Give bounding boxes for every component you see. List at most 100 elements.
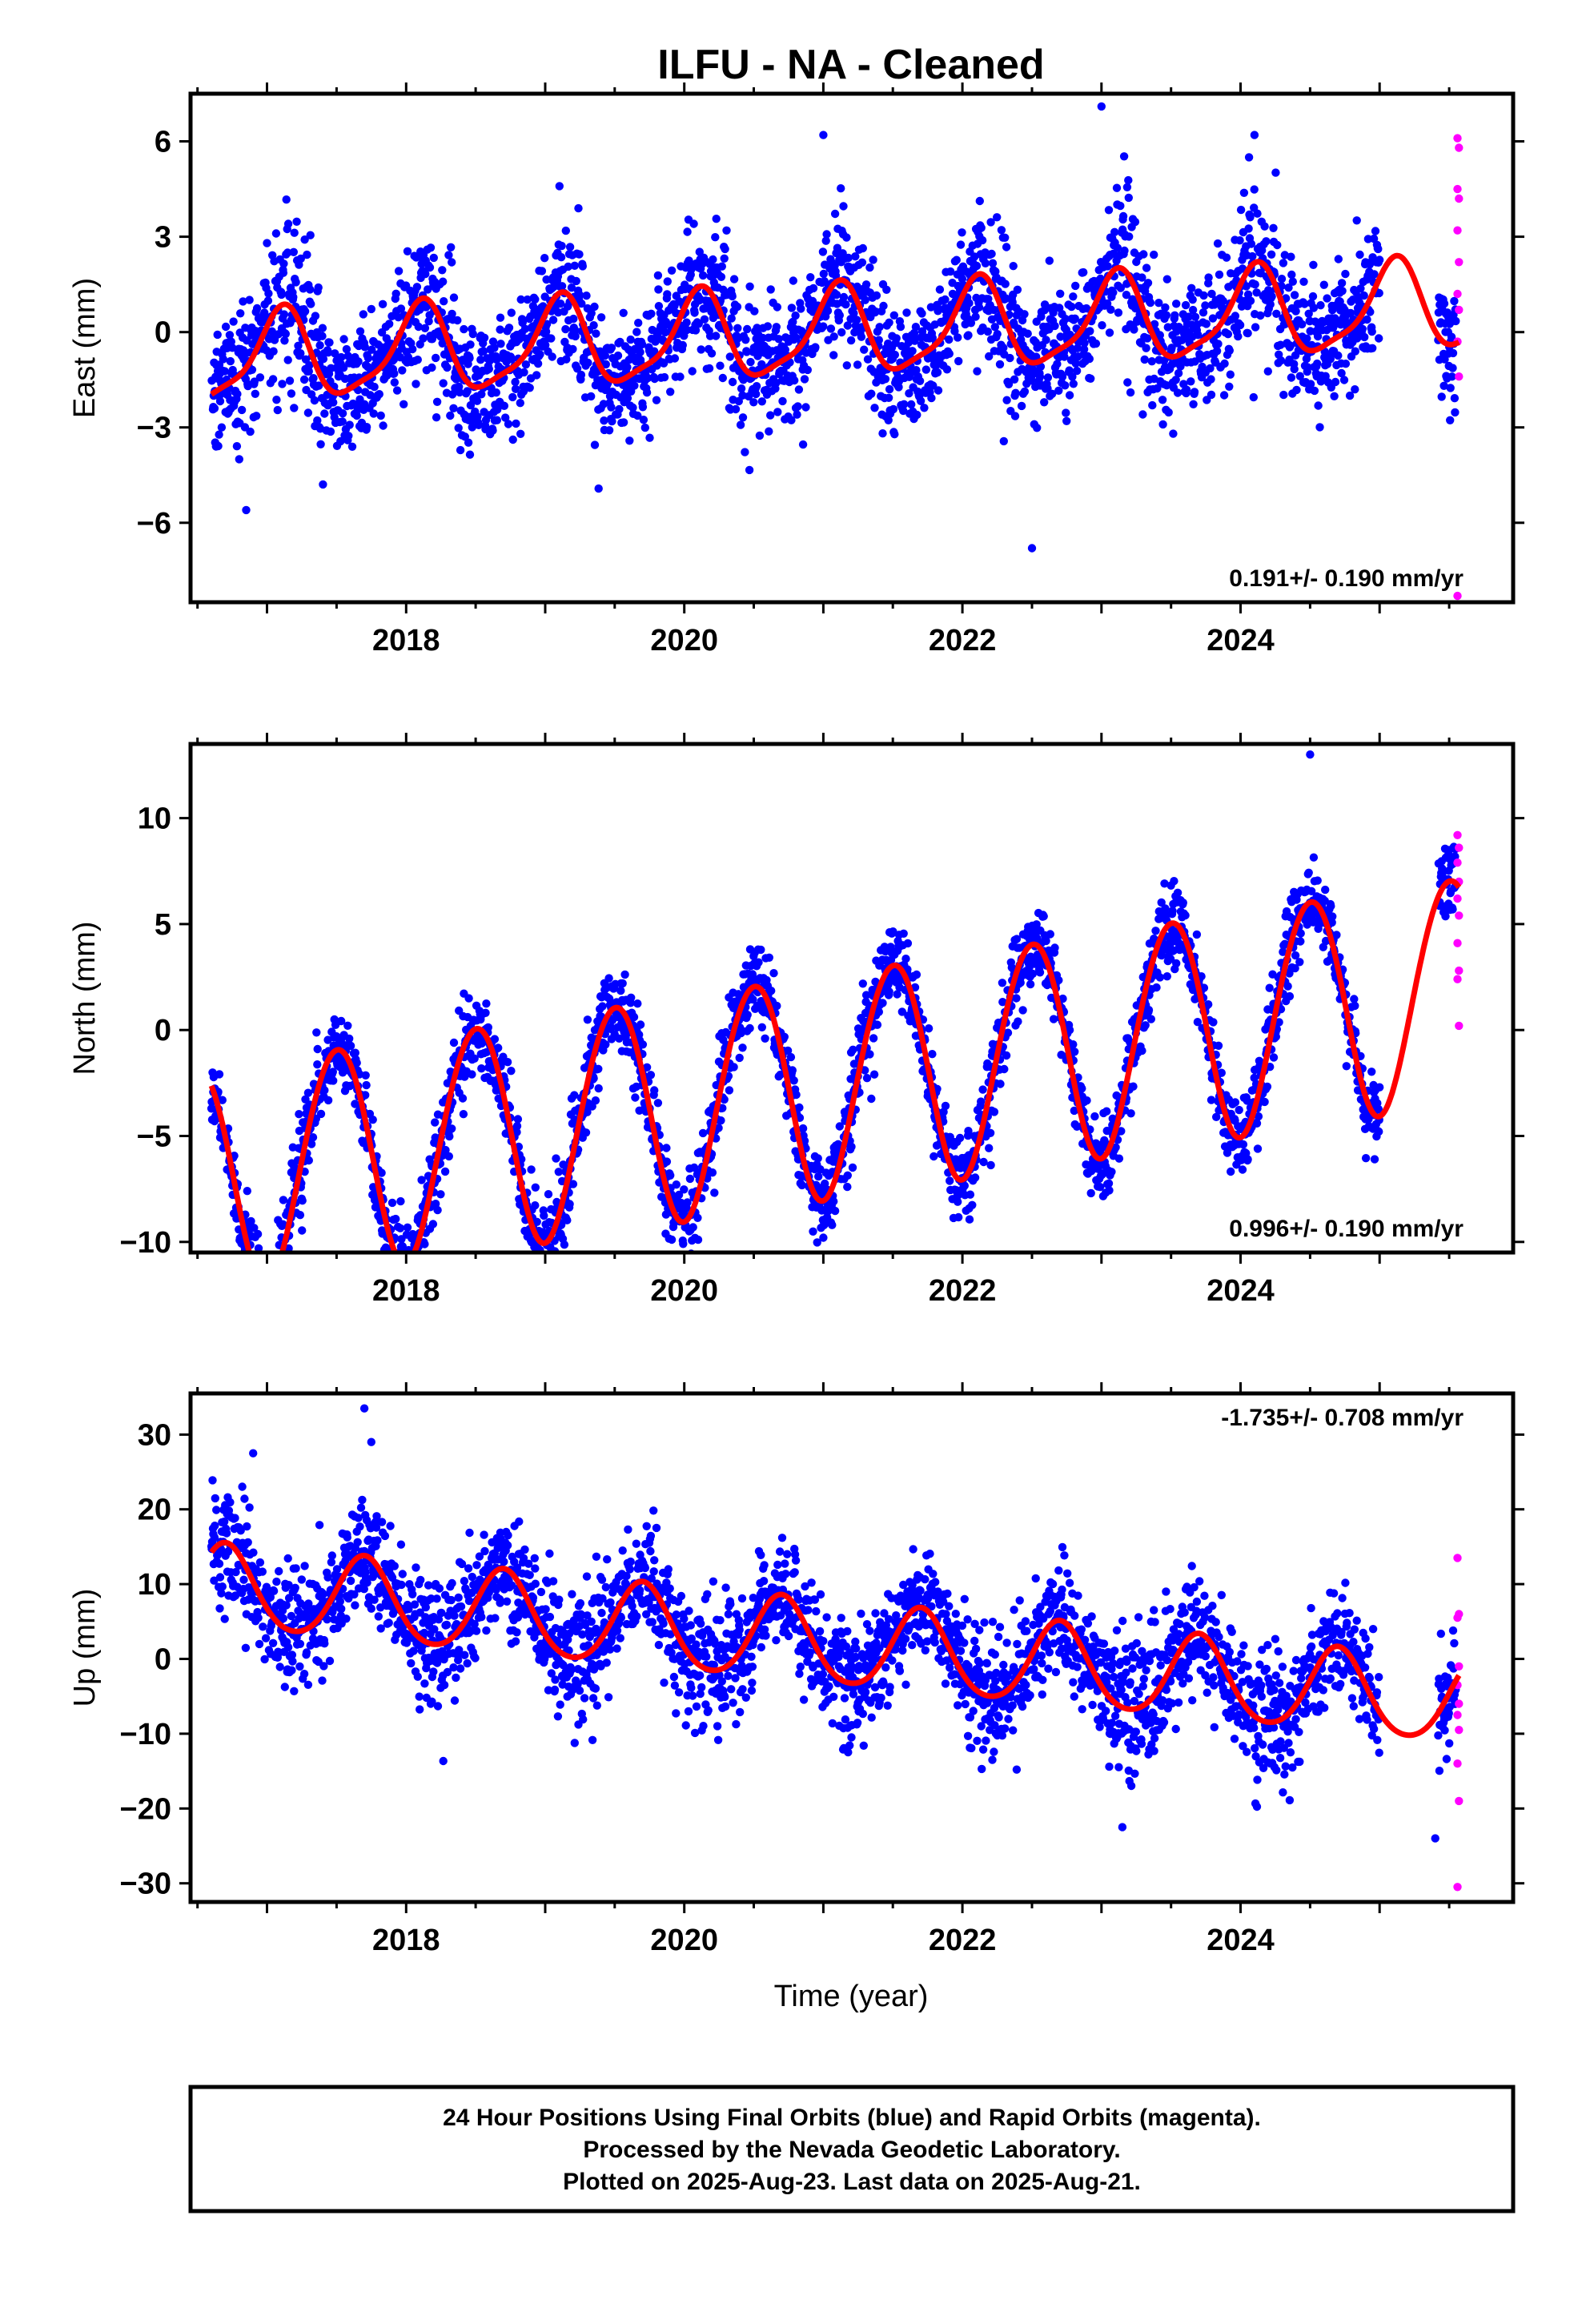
- final-orbit-point: [986, 218, 995, 227]
- final-orbit-point: [1337, 279, 1347, 287]
- final-orbit-point: [965, 1215, 974, 1224]
- final-orbit-point: [1244, 224, 1253, 233]
- final-orbit-point: [1290, 291, 1299, 300]
- final-orbit-point: [1215, 270, 1224, 279]
- final-orbit-point: [654, 302, 664, 311]
- final-orbit-point: [303, 250, 311, 259]
- final-orbit-point: [1253, 209, 1262, 218]
- final-orbit-point: [1439, 381, 1448, 390]
- final-orbit-point: [295, 1211, 305, 1220]
- final-orbit-point: [924, 1024, 934, 1033]
- final-orbit-point: [295, 1110, 303, 1119]
- final-orbit-point: [398, 366, 407, 375]
- final-orbit-point: [308, 1133, 318, 1142]
- final-orbit-point: [643, 373, 652, 383]
- final-orbit-point: [447, 243, 456, 251]
- final-orbit-point: [903, 939, 913, 948]
- final-orbit-point: [396, 1196, 405, 1206]
- final-orbit-point: [881, 375, 890, 384]
- final-orbit-point: [279, 259, 288, 268]
- final-orbit-point: [299, 375, 309, 384]
- final-orbit-point: [1331, 377, 1340, 387]
- final-orbit-point: [1208, 314, 1218, 323]
- final-orbit-point: [889, 311, 899, 320]
- final-orbit-point: [512, 1121, 522, 1131]
- final-orbit-point: [1070, 1106, 1079, 1116]
- final-orbit-point: [708, 1168, 717, 1177]
- final-orbit-point: [878, 999, 887, 1007]
- final-orbit-point: [564, 262, 572, 271]
- final-orbit-point: [879, 301, 888, 311]
- rapid-orbit-point: [1455, 194, 1464, 203]
- final-orbit-point: [975, 196, 985, 206]
- final-orbit-point: [754, 958, 763, 967]
- final-orbit-point: [1213, 239, 1223, 248]
- final-orbit-point: [294, 341, 303, 350]
- final-orbit-point: [508, 435, 517, 444]
- final-orbit-point: [1070, 314, 1079, 323]
- final-orbit-point: [1345, 391, 1355, 400]
- final-orbit-point: [1334, 255, 1343, 263]
- final-orbit-point: [889, 927, 897, 936]
- final-orbit-point: [1447, 332, 1456, 341]
- final-orbit-point: [1267, 292, 1276, 301]
- final-orbit-point: [516, 429, 525, 438]
- final-orbit-point: [635, 1106, 644, 1116]
- final-orbit-point: [482, 1047, 492, 1057]
- final-orbit-point: [1109, 288, 1118, 297]
- final-orbit-point: [666, 1171, 675, 1180]
- final-orbit-point: [507, 1067, 516, 1076]
- final-orbit-point: [432, 397, 442, 406]
- final-orbit-point: [339, 335, 348, 344]
- final-orbit-point: [448, 390, 457, 399]
- final-orbit-point: [1219, 391, 1229, 400]
- final-orbit-point: [965, 299, 974, 308]
- final-orbit-point: [1188, 305, 1198, 315]
- final-orbit-point: [265, 1277, 273, 1285]
- final-orbit-point: [362, 423, 371, 432]
- final-orbit-point: [738, 391, 747, 400]
- final-orbit-point: [584, 358, 592, 368]
- final-orbit-point: [490, 1035, 500, 1043]
- final-orbit-point: [1267, 250, 1276, 259]
- final-orbit-point: [826, 324, 836, 333]
- final-orbit-point: [568, 1180, 578, 1188]
- final-orbit-point: [1003, 1028, 1013, 1037]
- final-orbit-point: [1287, 270, 1296, 279]
- final-orbit-point: [858, 243, 868, 253]
- final-orbit-point: [274, 1286, 282, 1294]
- final-orbit-point: [1017, 401, 1026, 411]
- final-orbit-point: [809, 283, 818, 293]
- final-orbit-point: [316, 440, 325, 448]
- final-orbit-point: [653, 271, 663, 280]
- final-orbit-point: [243, 1270, 251, 1278]
- final-orbit-point: [345, 420, 354, 429]
- final-orbit-point: [296, 349, 305, 358]
- final-orbit-point: [689, 1223, 697, 1232]
- final-orbit-point: [662, 1144, 671, 1152]
- final-orbit-point: [1125, 232, 1134, 241]
- final-orbit-point: [385, 320, 394, 328]
- final-orbit-point: [256, 1298, 264, 1306]
- final-orbit-outlier: [819, 131, 828, 139]
- final-orbit-point: [279, 310, 289, 319]
- final-orbit-point: [263, 296, 273, 305]
- final-orbit-point: [1174, 368, 1183, 378]
- final-orbit-point: [752, 389, 761, 399]
- final-orbit-point: [213, 330, 222, 340]
- final-orbit-point: [787, 416, 796, 424]
- final-orbit-point: [549, 1265, 557, 1273]
- final-orbit-point: [253, 1270, 261, 1278]
- final-orbit-point: [666, 388, 675, 396]
- final-orbit-point: [520, 324, 530, 333]
- final-orbit-point: [1375, 288, 1383, 298]
- final-orbit-point: [256, 1258, 264, 1266]
- final-orbit-point: [1304, 309, 1313, 318]
- final-orbit-point: [342, 344, 351, 354]
- final-orbit-point: [252, 412, 261, 420]
- final-orbit-point: [464, 438, 473, 447]
- final-orbit-point: [270, 1313, 278, 1321]
- final-orbit-point: [999, 436, 1009, 446]
- final-orbit-point: [893, 990, 901, 999]
- final-orbit-point: [753, 324, 761, 332]
